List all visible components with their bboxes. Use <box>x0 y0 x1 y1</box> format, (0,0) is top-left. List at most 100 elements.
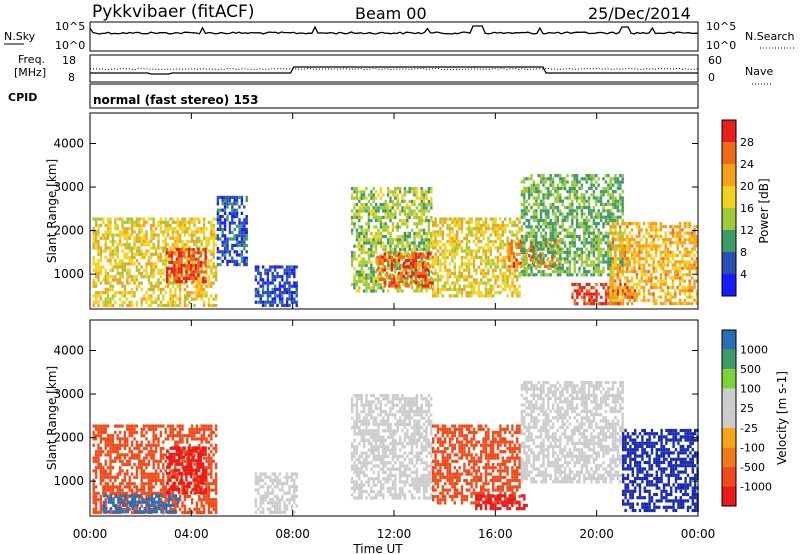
data-cell <box>178 227 182 231</box>
data-cell <box>174 246 177 250</box>
data-cell <box>561 250 564 254</box>
data-cell <box>393 265 396 269</box>
data-cell <box>104 424 107 428</box>
data-cell <box>607 302 610 306</box>
data-cell <box>133 294 136 298</box>
data-cell <box>123 284 127 288</box>
data-cell <box>633 250 636 254</box>
data-cell <box>406 254 409 258</box>
data-cell <box>551 212 555 216</box>
data-cell <box>427 241 431 245</box>
data-cell <box>583 295 586 299</box>
data-cell <box>197 267 200 271</box>
data-cell <box>97 278 100 282</box>
data-cell <box>614 215 617 219</box>
data-cell <box>599 190 603 194</box>
data-cell <box>544 177 548 181</box>
data-cell <box>671 279 675 283</box>
data-cell <box>240 256 244 260</box>
data-cell <box>446 223 449 228</box>
data-cell <box>94 453 98 457</box>
data-cell <box>520 238 524 242</box>
data-cell <box>410 283 414 287</box>
data-cell <box>204 251 207 255</box>
data-cell <box>492 268 495 272</box>
data-cell <box>602 270 605 274</box>
data-cell <box>676 244 679 248</box>
data-cell <box>235 240 239 244</box>
data-cell <box>389 238 392 242</box>
data-cell <box>190 297 194 301</box>
data-cell <box>556 231 560 235</box>
data-cell <box>678 260 682 264</box>
data-cell <box>566 257 569 261</box>
data-cell <box>106 297 110 301</box>
data-cell <box>607 238 610 242</box>
data-cell <box>441 249 444 253</box>
data-cell <box>175 260 178 264</box>
data-cell <box>293 275 296 279</box>
data-cell <box>517 245 520 249</box>
data-cell <box>635 298 639 302</box>
data-cell <box>587 177 591 181</box>
data-cell <box>421 268 425 272</box>
data-cell <box>374 238 378 242</box>
data-cell <box>204 257 207 261</box>
data-cell <box>571 244 574 248</box>
data-cell <box>559 177 562 181</box>
data-cell <box>506 243 509 247</box>
data-cell <box>92 227 95 231</box>
data-cell <box>427 273 431 277</box>
data-cell <box>516 223 519 228</box>
data-cell <box>556 222 560 226</box>
data-cell <box>559 241 562 245</box>
data-cell <box>414 271 418 275</box>
data-cell <box>662 282 665 286</box>
data-cell <box>102 437 105 441</box>
data-cell <box>621 202 624 206</box>
data-cell <box>523 257 526 261</box>
data-cell <box>257 287 260 291</box>
noise-panel: N.Sky 10^5 10^0 10^5 10^0 N.Search <box>4 20 796 52</box>
data-cell <box>195 246 199 250</box>
data-cell <box>451 236 454 240</box>
data-cell <box>102 291 105 295</box>
data-cell <box>397 274 401 278</box>
data-cell <box>398 203 402 207</box>
data-cell <box>259 300 262 304</box>
data-cell <box>183 262 187 266</box>
data-cell <box>525 206 528 210</box>
data-cell <box>686 295 689 299</box>
data-cell <box>465 255 468 260</box>
data-cell <box>130 227 134 231</box>
data-cell <box>587 209 591 213</box>
data-cell <box>205 291 208 295</box>
data-cell <box>587 199 591 203</box>
data-cell <box>516 278 519 282</box>
data-cell <box>654 244 658 248</box>
data-cell <box>607 209 610 213</box>
colorbar-swatch <box>722 164 736 186</box>
data-cell <box>566 228 569 232</box>
data-cell <box>418 286 421 290</box>
data-cell <box>544 218 548 222</box>
data-cell <box>575 180 579 184</box>
data-cell <box>563 234 567 238</box>
data-cell <box>666 285 670 290</box>
data-cell <box>390 258 394 262</box>
data-cell <box>688 231 691 235</box>
data-cell <box>558 264 561 269</box>
data-cell <box>200 294 203 298</box>
data-cell <box>426 284 430 288</box>
data-cell <box>618 225 622 229</box>
data-cell <box>614 190 617 194</box>
data-cell <box>130 450 134 454</box>
data-cell <box>525 270 528 274</box>
data-cell <box>353 222 356 226</box>
data-cell <box>686 263 689 267</box>
data-cell <box>170 267 174 271</box>
data-cell <box>365 289 368 293</box>
data-cell <box>616 180 620 184</box>
data-cell <box>365 203 368 207</box>
data-cell <box>518 230 521 234</box>
